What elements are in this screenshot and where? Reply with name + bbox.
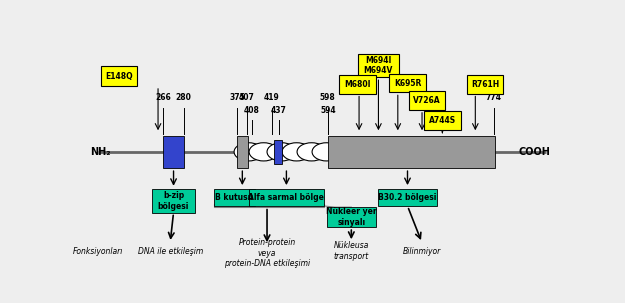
Bar [249,188,324,206]
Text: 419: 419 [264,93,280,102]
Ellipse shape [234,143,263,161]
Text: A744S: A744S [429,116,456,125]
Ellipse shape [312,143,341,161]
Text: Fonksiyonları: Fonksiyonları [73,247,124,255]
Bar [327,207,376,227]
Text: DNA ile etkileşim: DNA ile etkileşim [138,247,202,255]
Bar [101,66,138,86]
Text: 408: 408 [244,105,259,115]
Ellipse shape [282,143,311,161]
Text: 407: 407 [239,93,254,102]
Bar [358,54,399,77]
Text: V726A: V726A [413,96,441,105]
Text: B30.2 bölgesi: B30.2 bölgesi [378,193,437,202]
Ellipse shape [297,143,326,161]
Bar [152,189,196,212]
Text: NH₂: NH₂ [90,147,111,157]
Bar [339,75,376,94]
Text: Protein-protein
veya
protein-DNA etkileşimi: Protein-protein veya protein-DNA etkileş… [224,238,310,268]
Text: COOH: COOH [519,147,551,157]
Bar [237,135,248,168]
Ellipse shape [249,143,278,161]
Bar [328,135,495,168]
Text: Bilinmiyor: Bilinmiyor [403,247,441,255]
Text: K695R: K695R [394,78,421,88]
Bar [389,74,426,92]
Text: E148Q: E148Q [106,72,133,81]
Text: 437: 437 [271,105,287,115]
Bar [467,75,503,94]
Bar [214,188,254,206]
Text: Nükleer yer
sinyalı: Nükleer yer sinyalı [326,208,377,227]
Text: B kutusu: B kutusu [215,193,253,202]
Text: 594: 594 [320,105,336,115]
Bar [274,140,281,164]
Ellipse shape [267,143,296,161]
Text: 598: 598 [320,93,336,102]
Text: Alfa sarmal bölge: Alfa sarmal bölge [249,193,324,202]
Text: 266: 266 [155,93,171,102]
Text: R761H: R761H [471,80,499,89]
Text: b-zip
bölgesi: b-zip bölgesi [158,191,189,211]
Text: M680I: M680I [344,80,371,89]
Text: 375: 375 [229,93,245,102]
Bar [424,111,461,130]
Text: 774: 774 [486,93,502,102]
Text: 280: 280 [176,93,192,102]
Text: M694I
M694V: M694I M694V [364,56,393,75]
Bar [163,135,184,168]
Bar [409,91,445,110]
Text: Nükleusa
transport: Nükleusa transport [334,241,369,261]
Bar [379,188,437,206]
